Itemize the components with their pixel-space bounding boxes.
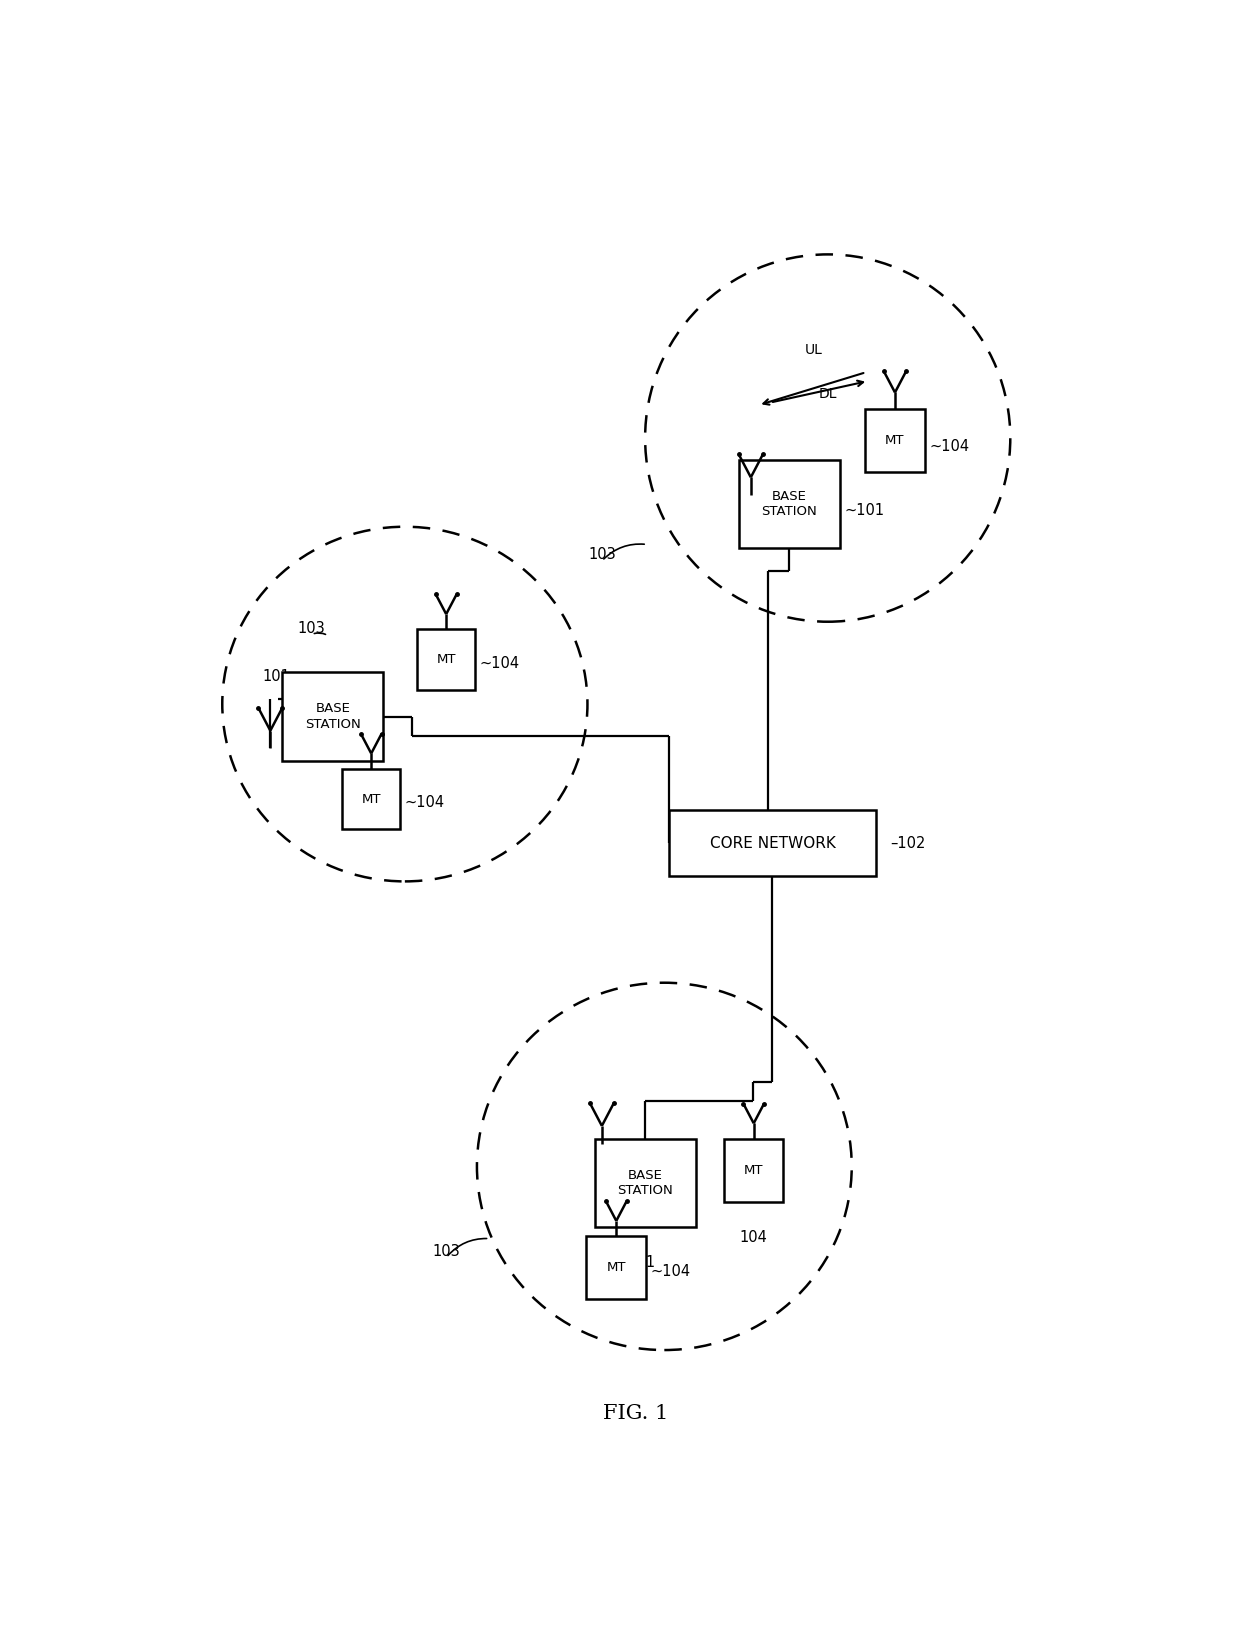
Text: ~104: ~104 (930, 439, 970, 454)
FancyBboxPatch shape (670, 811, 875, 877)
Text: FIG. 1: FIG. 1 (603, 1403, 668, 1423)
FancyBboxPatch shape (418, 630, 475, 691)
FancyBboxPatch shape (724, 1138, 784, 1202)
Text: –102: –102 (890, 836, 925, 850)
Text: BASE
STATION: BASE STATION (618, 1168, 673, 1198)
FancyBboxPatch shape (595, 1138, 696, 1227)
Text: 103: 103 (589, 548, 616, 563)
Text: MT: MT (744, 1163, 764, 1176)
Text: BASE
STATION: BASE STATION (305, 702, 361, 730)
Text: 101: 101 (263, 670, 290, 684)
Text: MT: MT (885, 434, 905, 447)
FancyBboxPatch shape (283, 673, 383, 762)
Text: DL: DL (818, 387, 837, 401)
Text: MT: MT (362, 793, 381, 806)
Text: ~101: ~101 (615, 1255, 656, 1270)
Text: ~104: ~104 (404, 796, 445, 811)
FancyBboxPatch shape (739, 459, 839, 548)
Text: 103: 103 (433, 1244, 460, 1258)
Text: BASE
STATION: BASE STATION (761, 490, 817, 518)
FancyBboxPatch shape (866, 410, 925, 472)
Text: 104: 104 (740, 1230, 768, 1245)
Text: MT: MT (436, 653, 456, 666)
Text: CORE NETWORK: CORE NETWORK (709, 836, 836, 850)
Text: 103: 103 (298, 620, 325, 635)
Text: MT: MT (606, 1262, 626, 1275)
Text: ~104: ~104 (480, 656, 520, 671)
FancyBboxPatch shape (342, 768, 401, 829)
Text: UL: UL (805, 344, 822, 357)
Text: ~104: ~104 (651, 1263, 691, 1280)
Text: ~101: ~101 (844, 503, 884, 518)
FancyBboxPatch shape (587, 1235, 646, 1300)
